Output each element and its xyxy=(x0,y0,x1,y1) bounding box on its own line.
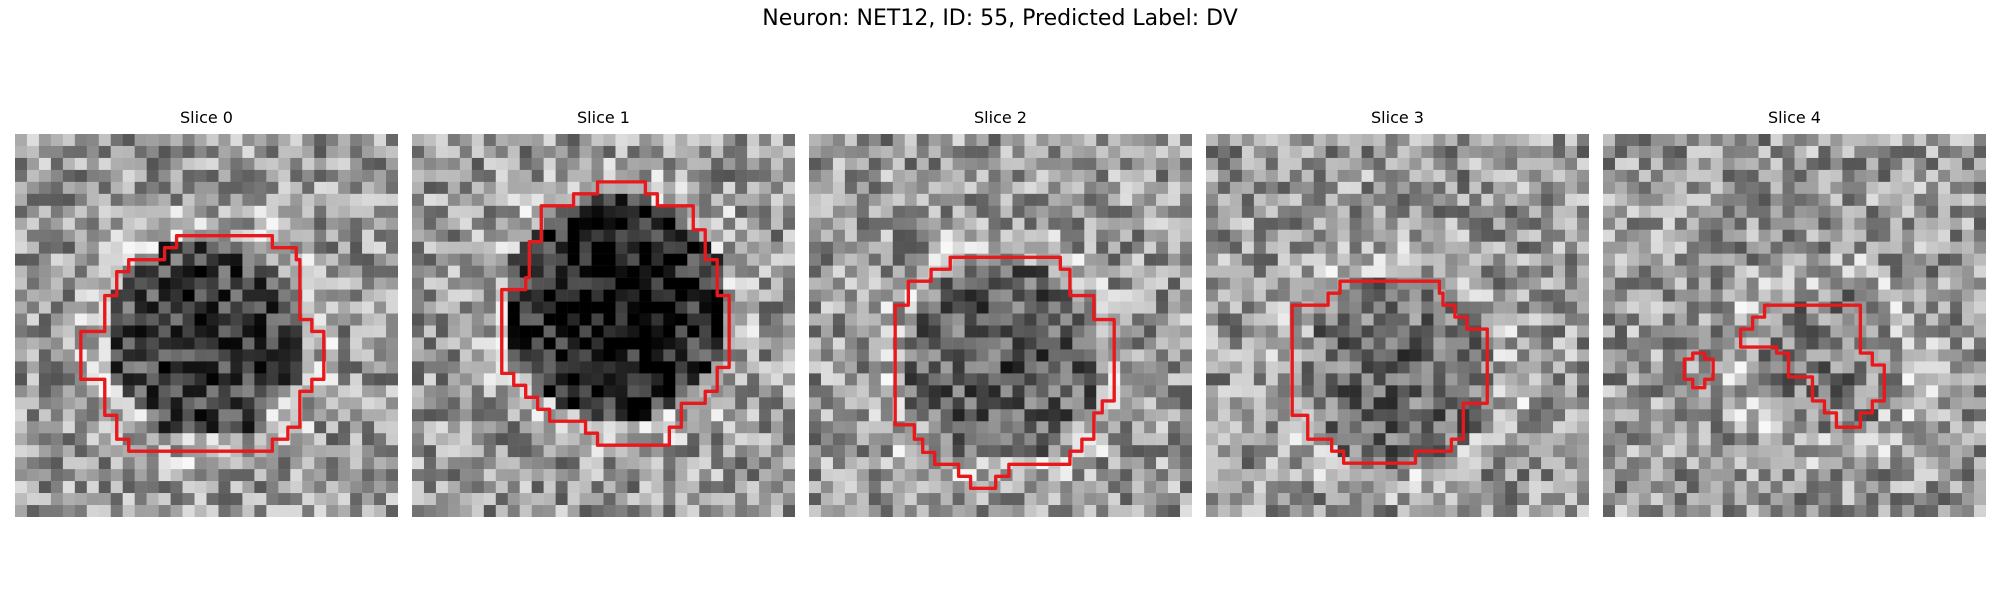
slice-image xyxy=(1603,134,1986,517)
pixel-grid xyxy=(1603,134,1986,517)
contour-outline xyxy=(1738,303,1886,429)
slice-title: Slice 3 xyxy=(1371,108,1424,127)
pixel-grid xyxy=(15,134,398,517)
figure-title: Neuron: NET12, ID: 55, Predicted Label: … xyxy=(762,6,1238,31)
slice-image xyxy=(15,134,398,517)
pixel-grid xyxy=(809,134,1192,517)
slice-title: Slice 1 xyxy=(577,108,630,127)
slice-image xyxy=(1206,134,1589,517)
slice-title: Slice 4 xyxy=(1768,108,1821,127)
pixel-grid xyxy=(1206,134,1589,517)
slice-image xyxy=(809,134,1192,517)
slice-title: Slice 2 xyxy=(974,108,1027,127)
slice-image xyxy=(412,134,795,517)
contour-outline xyxy=(79,234,326,453)
contour-outline xyxy=(893,255,1116,490)
slice-title: Slice 0 xyxy=(180,108,233,127)
contour-outline xyxy=(1290,279,1489,465)
pixel-grid xyxy=(412,134,795,517)
contour-outline xyxy=(500,180,731,447)
contour-outline-small xyxy=(1682,351,1715,390)
